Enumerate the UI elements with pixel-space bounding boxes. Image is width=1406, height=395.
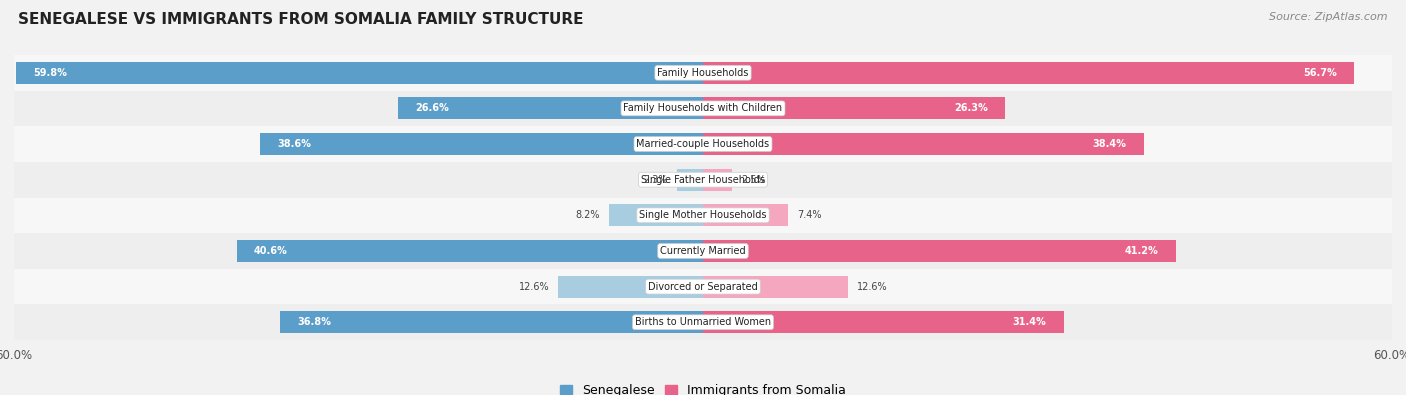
Text: Married-couple Households: Married-couple Households [637,139,769,149]
Bar [609,204,703,226]
Text: 12.6%: 12.6% [519,282,550,292]
Text: Single Father Households: Single Father Households [641,175,765,185]
Bar [14,269,1392,305]
Bar [703,276,848,298]
Text: Source: ZipAtlas.com: Source: ZipAtlas.com [1270,12,1388,22]
Text: Single Mother Households: Single Mother Households [640,210,766,220]
Text: 2.5%: 2.5% [741,175,765,185]
Text: Family Households: Family Households [658,68,748,78]
Text: 36.8%: 36.8% [298,317,332,327]
Text: 2.3%: 2.3% [643,175,668,185]
Bar [14,162,1392,198]
Bar [14,90,1392,126]
Bar [14,55,1392,90]
Bar [14,126,1392,162]
Text: 12.6%: 12.6% [856,282,887,292]
Text: Divorced or Separated: Divorced or Separated [648,282,758,292]
Bar [703,169,731,191]
Text: 26.6%: 26.6% [415,103,449,113]
Text: 7.4%: 7.4% [797,210,821,220]
Bar [703,240,1175,262]
Bar [398,97,703,119]
Bar [17,62,703,84]
Bar [703,204,787,226]
Text: 56.7%: 56.7% [1303,68,1337,78]
Text: Births to Unmarried Women: Births to Unmarried Women [636,317,770,327]
Text: 40.6%: 40.6% [254,246,288,256]
Bar [676,169,703,191]
Bar [260,133,703,155]
Bar [14,233,1392,269]
Text: 26.3%: 26.3% [955,103,988,113]
Bar [703,97,1005,119]
Text: 41.2%: 41.2% [1125,246,1159,256]
Bar [703,133,1144,155]
Text: Currently Married: Currently Married [661,246,745,256]
Text: 31.4%: 31.4% [1012,317,1046,327]
Text: 8.2%: 8.2% [575,210,599,220]
Bar [558,276,703,298]
Text: 38.6%: 38.6% [277,139,311,149]
Text: 38.4%: 38.4% [1092,139,1126,149]
Text: 59.8%: 59.8% [34,68,67,78]
Legend: Senegalese, Immigrants from Somalia: Senegalese, Immigrants from Somalia [555,379,851,395]
Text: SENEGALESE VS IMMIGRANTS FROM SOMALIA FAMILY STRUCTURE: SENEGALESE VS IMMIGRANTS FROM SOMALIA FA… [18,12,583,27]
Bar [14,305,1392,340]
Bar [14,198,1392,233]
Text: Family Households with Children: Family Households with Children [623,103,783,113]
Bar [703,311,1063,333]
Bar [280,311,703,333]
Bar [236,240,703,262]
Bar [703,62,1354,84]
